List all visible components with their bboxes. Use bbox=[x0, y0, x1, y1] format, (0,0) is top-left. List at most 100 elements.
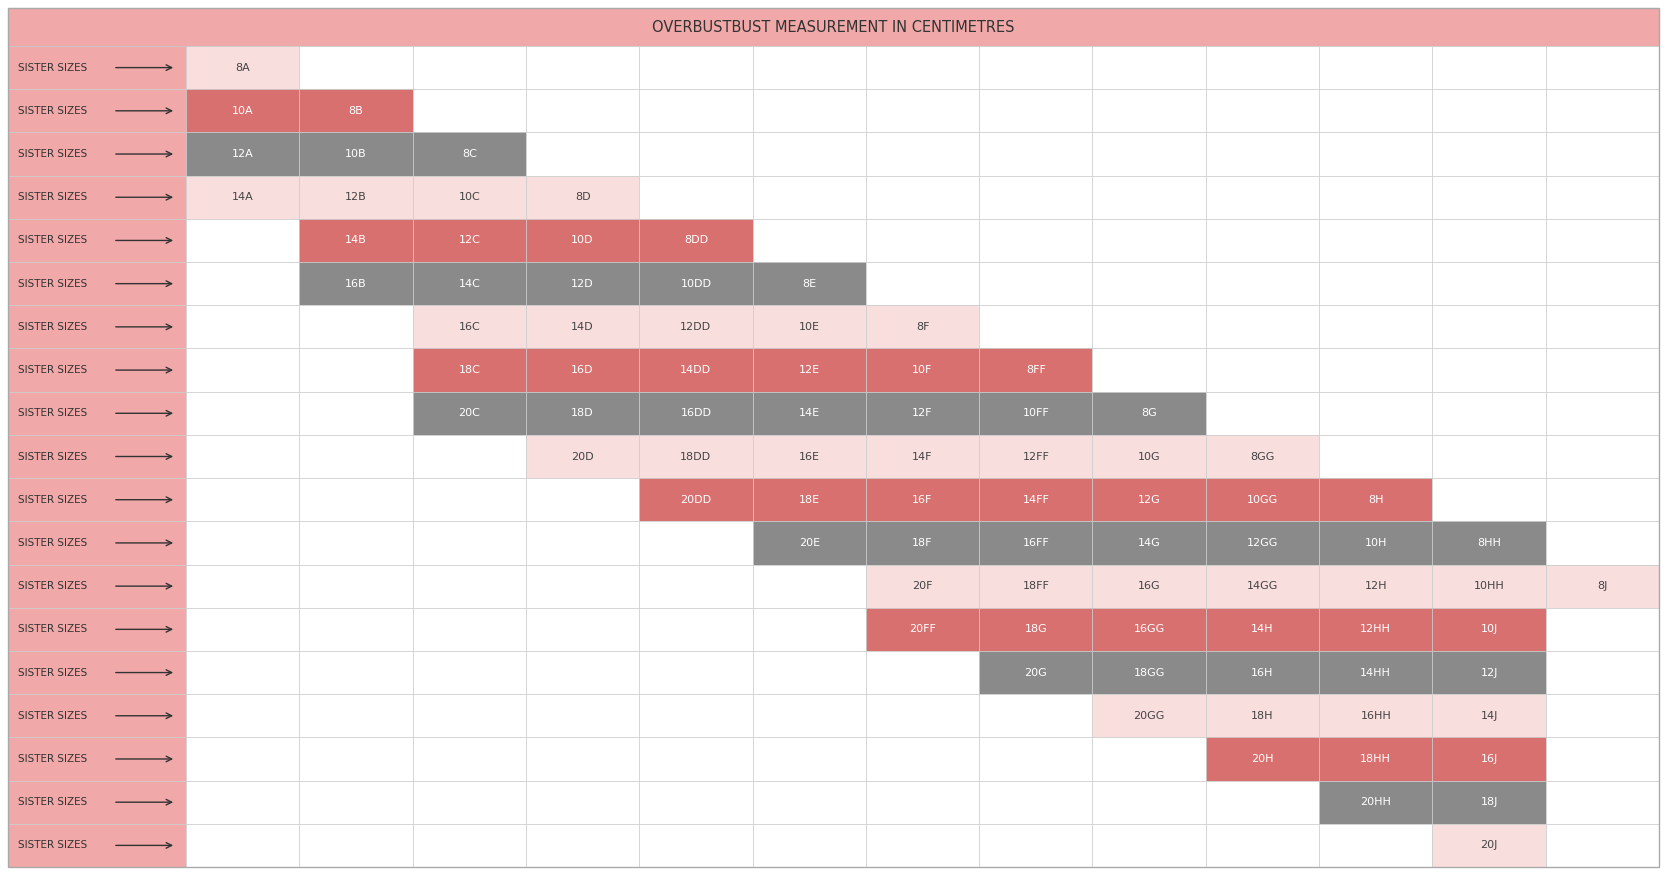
Bar bbox=[752, 435, 865, 478]
Bar bbox=[1319, 564, 1432, 608]
Text: 18H: 18H bbox=[1252, 710, 1274, 721]
Bar bbox=[979, 651, 1092, 694]
Text: 8FF: 8FF bbox=[1025, 365, 1045, 375]
Bar bbox=[187, 435, 300, 478]
Bar bbox=[300, 694, 413, 738]
Bar bbox=[752, 305, 865, 348]
Text: 12GG: 12GG bbox=[1247, 538, 1279, 548]
Bar bbox=[1205, 392, 1319, 435]
Bar bbox=[1432, 738, 1545, 780]
Text: 8C: 8C bbox=[462, 149, 477, 159]
Text: 20FF: 20FF bbox=[909, 625, 935, 634]
Text: 12G: 12G bbox=[1139, 494, 1160, 505]
Text: 10D: 10D bbox=[572, 235, 593, 246]
Text: 20D: 20D bbox=[572, 452, 593, 461]
Bar bbox=[300, 564, 413, 608]
Bar bbox=[1319, 435, 1432, 478]
Text: SISTER SIZES: SISTER SIZES bbox=[18, 494, 87, 505]
Text: 14C: 14C bbox=[458, 278, 480, 289]
Bar bbox=[1432, 176, 1545, 219]
Text: 20E: 20E bbox=[798, 538, 820, 548]
Bar bbox=[979, 176, 1092, 219]
Bar bbox=[8, 564, 187, 608]
Text: 18HH: 18HH bbox=[1360, 754, 1392, 764]
Bar bbox=[1205, 478, 1319, 522]
Bar bbox=[300, 392, 413, 435]
Bar bbox=[300, 262, 413, 305]
Bar bbox=[1092, 694, 1205, 738]
Bar bbox=[300, 651, 413, 694]
Bar bbox=[752, 694, 865, 738]
Bar bbox=[1319, 305, 1432, 348]
Bar bbox=[865, 219, 979, 262]
Bar bbox=[187, 392, 300, 435]
Bar bbox=[1092, 651, 1205, 694]
Bar bbox=[979, 46, 1092, 89]
Bar bbox=[187, 89, 300, 132]
Text: SISTER SIZES: SISTER SIZES bbox=[18, 668, 87, 677]
Bar bbox=[8, 738, 187, 780]
Bar bbox=[979, 392, 1092, 435]
Text: 8E: 8E bbox=[802, 278, 817, 289]
Bar bbox=[638, 305, 752, 348]
Text: 10GG: 10GG bbox=[1247, 494, 1279, 505]
Bar bbox=[1432, 608, 1545, 651]
Bar bbox=[300, 219, 413, 262]
Bar bbox=[1432, 89, 1545, 132]
Bar bbox=[1545, 392, 1659, 435]
Text: 8D: 8D bbox=[575, 192, 590, 202]
Bar bbox=[638, 89, 752, 132]
Text: 10B: 10B bbox=[345, 149, 367, 159]
Bar bbox=[187, 780, 300, 823]
Bar bbox=[979, 694, 1092, 738]
Text: 10G: 10G bbox=[1139, 452, 1160, 461]
Bar bbox=[413, 738, 525, 780]
Text: 16C: 16C bbox=[458, 322, 480, 332]
Bar bbox=[413, 435, 525, 478]
Bar bbox=[1205, 262, 1319, 305]
Bar bbox=[638, 478, 752, 522]
Bar bbox=[525, 262, 638, 305]
Bar bbox=[413, 348, 525, 392]
Bar bbox=[300, 522, 413, 564]
Text: 12HH: 12HH bbox=[1360, 625, 1392, 634]
Bar bbox=[413, 219, 525, 262]
Bar bbox=[752, 176, 865, 219]
Bar bbox=[979, 522, 1092, 564]
Text: 18D: 18D bbox=[572, 409, 593, 418]
Bar bbox=[187, 478, 300, 522]
Text: 12H: 12H bbox=[1365, 581, 1387, 592]
Bar bbox=[1319, 823, 1432, 867]
Bar bbox=[638, 46, 752, 89]
Bar bbox=[300, 348, 413, 392]
Bar bbox=[865, 132, 979, 176]
Text: SISTER SIZES: SISTER SIZES bbox=[18, 192, 87, 202]
Bar bbox=[8, 823, 187, 867]
Bar bbox=[8, 522, 187, 564]
Text: SISTER SIZES: SISTER SIZES bbox=[18, 278, 87, 289]
Bar bbox=[300, 478, 413, 522]
Bar bbox=[979, 780, 1092, 823]
Bar bbox=[300, 46, 413, 89]
Bar bbox=[1092, 262, 1205, 305]
Bar bbox=[638, 651, 752, 694]
Bar bbox=[1092, 392, 1205, 435]
Bar bbox=[300, 608, 413, 651]
Bar bbox=[638, 392, 752, 435]
Text: 20G: 20G bbox=[1025, 668, 1047, 677]
Bar bbox=[1319, 608, 1432, 651]
Bar bbox=[1319, 392, 1432, 435]
Text: 16FF: 16FF bbox=[1022, 538, 1049, 548]
Bar bbox=[525, 651, 638, 694]
Bar bbox=[1432, 694, 1545, 738]
Bar bbox=[1092, 89, 1205, 132]
Bar bbox=[187, 823, 300, 867]
Bar bbox=[1205, 46, 1319, 89]
Bar bbox=[1092, 46, 1205, 89]
Text: 12A: 12A bbox=[232, 149, 253, 159]
Bar bbox=[865, 46, 979, 89]
Bar bbox=[187, 694, 300, 738]
Bar bbox=[1545, 435, 1659, 478]
Bar bbox=[525, 46, 638, 89]
Bar bbox=[187, 738, 300, 780]
